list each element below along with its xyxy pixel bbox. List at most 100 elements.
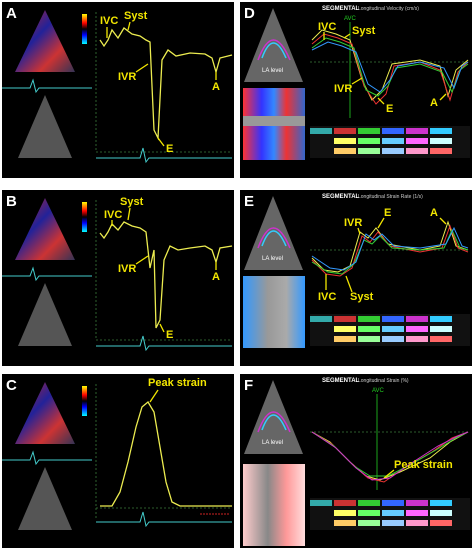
shape (82, 202, 87, 232)
annotation: E (166, 143, 173, 155)
trace (261, 230, 287, 247)
trace (2, 78, 92, 94)
annotation: Syst (352, 25, 376, 37)
panel-label: F (244, 377, 253, 394)
trace (261, 42, 287, 59)
annotation: Peak strain (394, 459, 453, 471)
panel-c: C Peak strain (2, 374, 234, 548)
annotation: Syst (124, 10, 148, 22)
shape (406, 326, 428, 332)
label: Longitudinal Velocity (cm/s) (358, 6, 419, 12)
shape (15, 10, 75, 72)
shape (358, 316, 380, 322)
shape (382, 326, 404, 332)
trace (96, 147, 232, 164)
shape (430, 336, 452, 342)
trace (311, 220, 469, 273)
trace (311, 431, 469, 481)
shape (358, 520, 380, 526)
arrow-line (343, 33, 351, 39)
arrow-line (357, 227, 361, 235)
annotation: Syst (120, 196, 144, 208)
shape (82, 386, 87, 416)
shape (358, 336, 380, 342)
shape (406, 148, 428, 154)
trace (100, 401, 232, 507)
annotation: A (430, 207, 438, 219)
arrow-line (135, 255, 149, 265)
shape (406, 500, 428, 506)
shape (334, 326, 356, 332)
shape (334, 510, 356, 516)
arrow-line (345, 275, 353, 293)
shape (334, 138, 356, 144)
shape (430, 510, 452, 516)
arrow-line (149, 389, 159, 403)
shape (310, 500, 332, 506)
shape (358, 148, 380, 154)
trace (257, 411, 291, 433)
label: LA level (262, 68, 283, 74)
panel-e: LA level SEGMENTAL Longitudinal Strain R… (240, 190, 472, 366)
shape (406, 128, 428, 134)
shape (430, 148, 452, 154)
shape (82, 14, 87, 44)
annotation: IVR (118, 71, 136, 83)
shape (358, 510, 380, 516)
trace (96, 511, 232, 528)
shape (334, 520, 356, 526)
shape (406, 316, 428, 322)
annotation: E (166, 329, 173, 341)
shape (244, 380, 303, 454)
trace (311, 33, 469, 105)
shape (406, 336, 428, 342)
trace (2, 450, 92, 466)
label: SEGMENTAL (322, 378, 360, 384)
trace (311, 37, 469, 97)
shape (430, 500, 452, 506)
arrow-line (377, 217, 385, 229)
annotation: IVC (104, 209, 122, 221)
arrow-line (439, 93, 447, 101)
shape (382, 316, 404, 322)
shape (382, 138, 404, 144)
shape (382, 336, 404, 342)
annotation: IVR (334, 83, 352, 95)
trace (257, 39, 291, 61)
panel-label: A (6, 5, 17, 22)
shape (334, 500, 356, 506)
arrow-line (127, 21, 131, 31)
data-table (310, 126, 470, 158)
shape (358, 138, 380, 144)
shape (406, 138, 428, 144)
trace (261, 414, 287, 431)
panel-d: LA level SEGMENTAL Longitudinal Velocity… (240, 2, 472, 178)
shape (382, 510, 404, 516)
shape (406, 510, 428, 516)
panel-label: C (6, 377, 17, 394)
trace (99, 221, 233, 329)
shape (334, 128, 356, 134)
annotation: Peak strain (148, 377, 207, 389)
shape (430, 128, 452, 134)
shape (334, 336, 356, 342)
label: LA level (262, 440, 283, 446)
trace (311, 226, 469, 271)
trace (2, 266, 92, 282)
arrow-line (439, 217, 447, 225)
data-table (310, 314, 470, 346)
shape (430, 316, 452, 322)
shape (382, 148, 404, 154)
shape (334, 148, 356, 154)
data-table (310, 498, 470, 530)
trace (96, 335, 232, 352)
shape (244, 8, 303, 82)
panel-label: B (6, 193, 17, 210)
label: AVC (344, 16, 357, 22)
annotation: IVC (318, 291, 336, 303)
shape (358, 500, 380, 506)
annotation: A (212, 271, 220, 283)
shape (334, 316, 356, 322)
annotation: IVR (344, 217, 362, 229)
shape (382, 520, 404, 526)
